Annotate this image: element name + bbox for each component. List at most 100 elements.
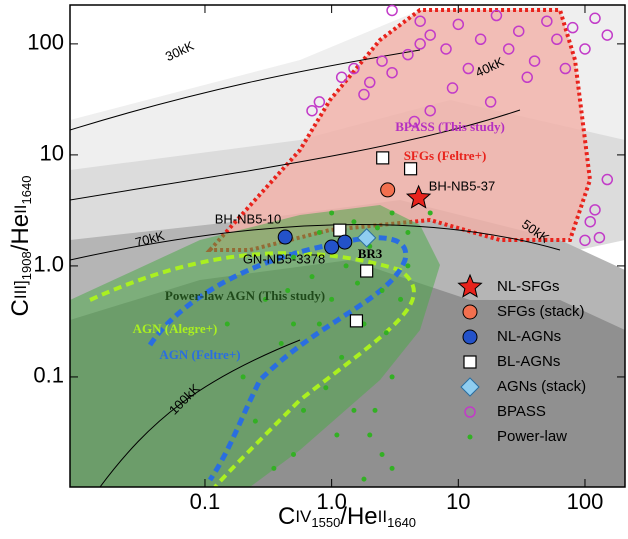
marker-dot <box>398 296 404 302</box>
annotation: BPASS (This study) <box>395 119 505 134</box>
contour <box>70 224 561 261</box>
annotation: SFGs (Feltre+) <box>404 148 487 163</box>
marker-ring <box>446 82 459 94</box>
marker-dot <box>405 229 411 235</box>
sfg-region <box>205 8 593 252</box>
marker-dot <box>224 321 230 327</box>
marker-ring <box>584 215 596 228</box>
annotation: 70kK <box>133 228 166 250</box>
y-tick-label: 10 <box>40 141 64 166</box>
y-tick-label: 100 <box>27 30 64 55</box>
marker-ring <box>593 231 606 244</box>
marker-dot <box>361 476 367 482</box>
marker-dot <box>252 418 258 424</box>
marker-dot <box>343 263 349 269</box>
marker-ring <box>424 29 436 41</box>
marker-dot <box>383 330 389 336</box>
annotation: AGN (Feltre+) <box>159 347 240 362</box>
feltre-boundary <box>147 235 409 482</box>
marker-ring <box>579 43 591 55</box>
legend-label: SFGs (stack) <box>497 303 585 320</box>
marker-dot <box>372 407 378 413</box>
marker-square <box>360 264 374 278</box>
marker-ring <box>358 88 370 101</box>
legend-label: NL-AGNs <box>497 328 561 345</box>
marker-dot <box>379 288 385 294</box>
marker-ring <box>579 234 591 247</box>
marker-ring <box>490 9 503 22</box>
marker-ring <box>589 204 601 216</box>
marker-circle <box>277 229 293 245</box>
marker-diamond <box>356 228 377 248</box>
marker-circle <box>324 239 340 255</box>
marker-ring <box>364 76 376 89</box>
marker-ring <box>502 43 515 55</box>
marker-dot <box>240 374 246 380</box>
marker-star <box>457 273 483 298</box>
background-regions <box>70 5 625 487</box>
marker-dot <box>262 296 268 302</box>
annotation: Power-law AGN (This study) <box>165 288 325 303</box>
marker-dot <box>323 385 329 391</box>
marker-dot <box>389 374 395 380</box>
marker-ring <box>528 55 541 67</box>
marker-ring <box>313 96 326 108</box>
marker-dot <box>367 432 373 438</box>
marker-diamond <box>460 377 480 397</box>
contour <box>70 109 521 201</box>
agn-region <box>70 205 440 487</box>
marker-ring <box>474 33 487 46</box>
legend-label: Power-law <box>497 428 567 445</box>
marker-dot <box>271 465 277 471</box>
marker-circle <box>462 304 478 320</box>
marker-ring <box>386 4 398 17</box>
x-tick-label: 0.1 <box>190 489 221 514</box>
marker-ring <box>566 21 579 34</box>
marker-ring <box>464 406 476 418</box>
marker-dot <box>354 280 360 286</box>
marker-star <box>405 184 432 209</box>
marker-ring <box>386 66 398 79</box>
y-tick-label: 1.0 <box>33 252 64 277</box>
x-tick-label: 10 <box>446 489 470 514</box>
legend-label: BL-AGNs <box>497 353 560 370</box>
marker-ring <box>589 12 601 25</box>
marker-square <box>333 223 347 237</box>
marker-ring <box>512 25 525 37</box>
contour <box>99 339 301 487</box>
alegre-boundary <box>89 251 416 487</box>
marker-ring <box>402 48 414 61</box>
contour <box>70 49 421 131</box>
marker-ring <box>408 115 421 128</box>
marker-ring <box>348 62 360 75</box>
x-axis-title: CIV1550/HeII1640 <box>278 503 416 530</box>
marker-dot <box>278 341 284 347</box>
marker-dot <box>405 263 411 269</box>
x-tick-label: 1.0 <box>316 489 347 514</box>
marker-ring <box>452 18 465 31</box>
marker-dot <box>467 434 473 440</box>
y-tick-label: 0.1 <box>33 363 64 388</box>
marker-dot <box>291 254 297 260</box>
marker-dot <box>316 321 322 327</box>
marker-dot <box>291 321 297 327</box>
marker-dot <box>329 296 335 302</box>
marker-dot <box>316 229 322 235</box>
marker-ring <box>440 43 452 55</box>
marker-dot <box>389 210 395 216</box>
marker-dot <box>334 432 340 438</box>
marker-dot <box>339 354 345 360</box>
marker-square <box>376 151 390 165</box>
marker-dot <box>427 210 433 216</box>
marker-dot <box>309 274 315 280</box>
legend-label: AGNs (stack) <box>497 378 586 395</box>
marker-dot <box>379 452 385 458</box>
marker-dot <box>351 407 357 413</box>
annotation: GN-NB5-3378 <box>243 251 325 266</box>
marker-ring <box>551 33 563 46</box>
marker-ring <box>424 104 436 117</box>
marker-ring <box>601 173 614 186</box>
marker-dot <box>291 452 297 458</box>
y-axis-title: CIII]1908/HeII1640 <box>7 176 34 317</box>
